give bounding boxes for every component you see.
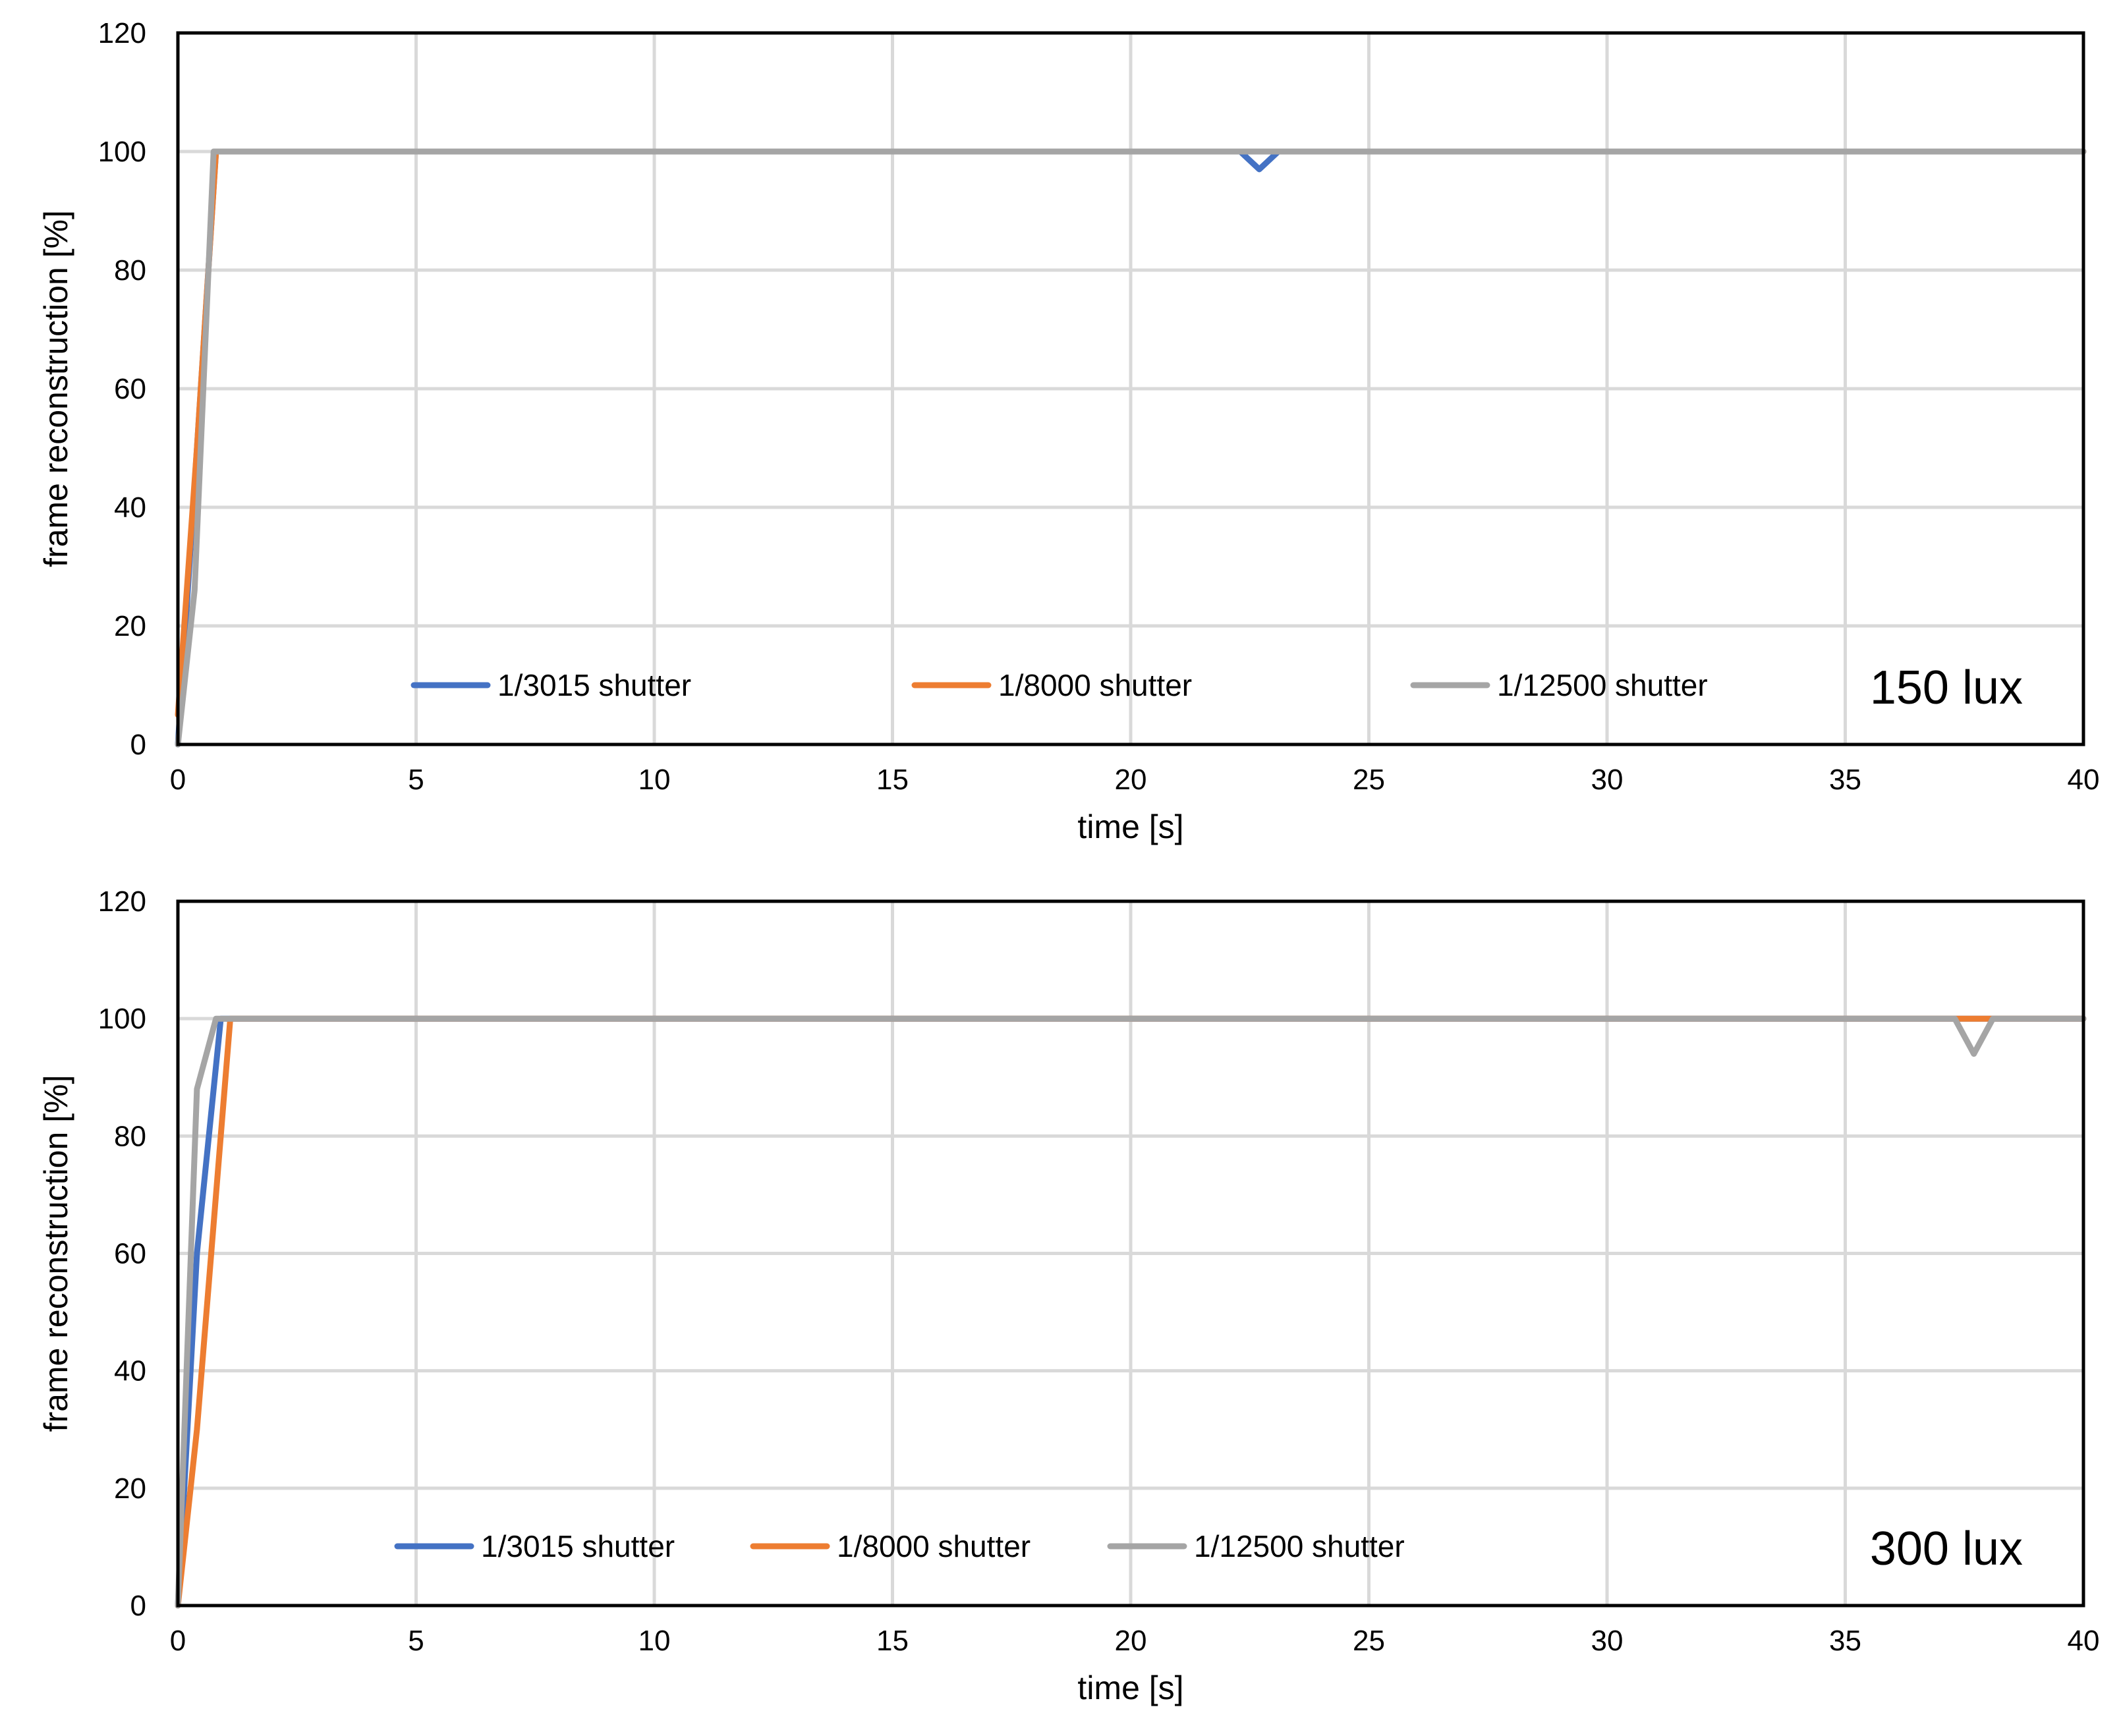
- y-tick-label: 0: [130, 729, 146, 761]
- x-axis-title: time [s]: [1077, 1669, 1183, 1706]
- y-tick-label: 20: [114, 610, 146, 642]
- x-tick-label: 0: [170, 1625, 186, 1657]
- y-tick-label: 20: [114, 1472, 146, 1505]
- y-tick-label: 100: [98, 1003, 146, 1035]
- legend: 1/3015 shutter 1/8000 shutter 1/12500 shut…: [410, 668, 1708, 702]
- x-tick-label: 30: [1591, 764, 1624, 796]
- legend: 1/3015 shutter 1/8000 shutter 1/12500 shut…: [394, 1529, 1405, 1563]
- y-tick-label: 40: [114, 1355, 146, 1387]
- legend-label: 1/8000 shutter: [998, 668, 1192, 702]
- legend-label: 1/12500 shutter: [1497, 668, 1708, 702]
- x-tick-label: 35: [1829, 764, 1861, 796]
- chart-panel-2: 0 5 10 15 20 25 30 35 40 0 20 40 60 80 100 120 time [s] f…: [38, 885, 2099, 1706]
- x-tick-label: 30: [1591, 1625, 1624, 1657]
- x-tick-label: 15: [876, 1625, 909, 1657]
- y-tick-label: 0: [130, 1590, 146, 1622]
- x-tick-label: 25: [1353, 764, 1385, 796]
- x-tick-label: 0: [170, 764, 186, 796]
- legend-label: 1/8000 shutter: [837, 1529, 1031, 1563]
- plot-area-frame: [176, 31, 2085, 746]
- x-tick-label: 25: [1353, 1625, 1385, 1657]
- x-tick-label: 40: [2068, 1625, 2100, 1657]
- y-tick-label: 80: [114, 254, 146, 287]
- x-tick-label: 20: [1115, 764, 1147, 796]
- y-axis-title: frame reconstruction [%]: [38, 1075, 74, 1432]
- x-tick-label: 10: [638, 1625, 671, 1657]
- illuminance-label: 300 lux: [1870, 1523, 2023, 1575]
- series-line-3: [175, 1015, 2087, 1609]
- x-tick-label: 40: [2068, 764, 2100, 796]
- y-tick-label: 100: [98, 136, 146, 168]
- x-tick-label: 10: [638, 764, 671, 796]
- plot-area-frame: [176, 899, 2085, 1608]
- x-tick-label: 20: [1115, 1625, 1147, 1657]
- x-tick-label: 15: [876, 764, 909, 796]
- legend-label: 1/12500 shutter: [1194, 1529, 1405, 1563]
- y-axis-title: frame reconstruction [%]: [38, 210, 74, 567]
- legend-label: 1/3015 shutter: [481, 1529, 675, 1563]
- chart-panel-1: 0 5 10 15 20 25 30 35 40 0 20 40 60 80 100 120 time [s] f…: [38, 17, 2099, 845]
- y-tick-label: 120: [98, 17, 146, 49]
- x-axis-title: time [s]: [1077, 808, 1183, 845]
- y-tick-label: 60: [114, 1238, 146, 1270]
- legend-label: 1/3015 shutter: [497, 668, 691, 702]
- y-tick-label: 40: [114, 491, 146, 524]
- illuminance-label: 150 lux: [1870, 661, 2023, 714]
- x-tick-label: 5: [408, 1625, 424, 1657]
- series-line-3: [175, 148, 2087, 748]
- y-tick-label: 60: [114, 373, 146, 405]
- x-tick-label: 35: [1829, 1625, 1861, 1657]
- y-tick-label: 120: [98, 885, 146, 918]
- x-tick-label: 5: [408, 764, 424, 796]
- y-tick-label: 80: [114, 1120, 146, 1152]
